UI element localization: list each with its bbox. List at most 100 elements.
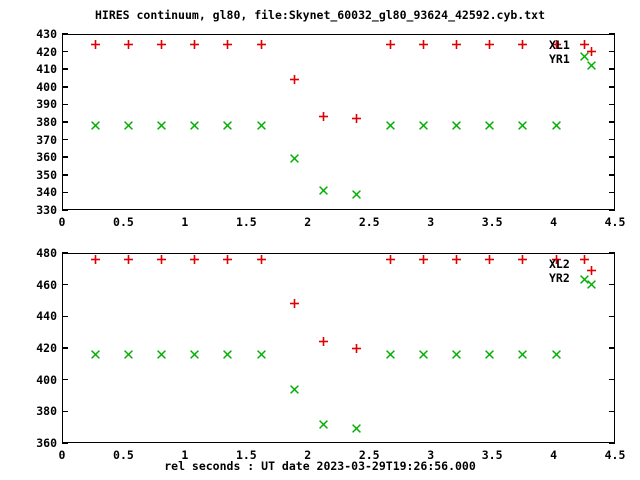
y-axis-tick [609,121,615,123]
data-point-xl2 [157,254,167,264]
y-axis-tick-label: 420 [36,341,57,355]
data-point-xl1 [256,40,266,50]
y-axis-tick [609,156,615,158]
data-point-yr1 [385,121,395,130]
data-point-xl2 [385,254,395,264]
x-axis-tick-label: 1.5 [235,448,257,462]
plot-frame-top [62,34,615,210]
data-point-xl1 [485,40,495,50]
legend-entry-yr1: YR1 [549,52,609,70]
data-point-yr1 [579,52,589,62]
data-point-yr1 [452,121,461,130]
plot-area-top: 330 340 350 360 370 380 390 400 410 420 430 0 0.5 1 1.… [36,27,625,229]
data-point-yr2 [256,349,266,359]
legend-marker-plus-icon [587,264,596,278]
y-axis-tick [609,442,615,444]
data-point-yr1 [223,121,233,130]
y-axis-tick [62,283,68,286]
plot-frame-bottom [62,253,615,443]
x-axis-tick-label: 0.5 [113,215,134,229]
data-point-xl1 [190,40,200,50]
data-point-xl1 [551,40,561,50]
legend-marker-plus-icon [587,45,596,59]
y-axis-tick-label: 370 [36,132,57,147]
legend-label: XL2 [549,257,570,271]
data-point-xl2 [551,254,561,264]
legend-entry-xl1: XL1 [549,38,609,56]
data-point-xl1 [451,40,461,50]
y-axis-tick-label: 350 [36,167,57,182]
data-point-yr1 [551,121,561,130]
data-point-yr1 [157,121,166,130]
data-point-xl2 [485,254,495,264]
data-point-yr2 [418,349,428,359]
x-axis-tick-label: 0 [58,448,66,462]
data-point-yr2 [157,349,166,359]
y-axis-tick [62,410,68,413]
y-axis-tick [609,191,615,194]
data-point-yr1 [289,154,299,164]
y-axis-tick [609,315,615,318]
y-axis-tick-label: 460 [36,277,57,292]
x-axis-tick-label: 2.5 [358,448,380,462]
y-axis-tick-label: 340 [36,185,57,200]
data-point-yr1 [418,121,428,130]
y-axis-tick [609,174,615,176]
y-axis-tick [609,209,615,211]
data-point-yr2 [190,349,200,359]
data-point-xl2 [418,254,428,264]
data-point-yr2 [485,349,495,359]
y-axis-tick-label: 430 [36,27,57,41]
data-point-xl2 [518,254,528,264]
y-axis-tick-label: 380 [36,115,57,129]
legend-bottom: XL2 YR2 [549,257,609,289]
data-point-yr2 [518,349,528,359]
y-axis-tick [609,86,615,88]
y-axis-tick [62,50,68,53]
legend-label: YR2 [549,271,570,285]
y-axis-tick [609,410,615,413]
data-point-xl2 [223,254,233,264]
x-axis-tick-label: 3 [427,448,435,462]
data-point-xl1 [518,40,528,50]
y-axis-tick [609,378,615,381]
y-axis-tick-label: 390 [36,97,57,112]
x-axis-tick-label: 3.5 [481,448,503,462]
legend-entry-yr2: YR2 [549,271,609,289]
data-point-xl1 [90,40,100,50]
data-point-xl2 [451,254,461,264]
y-axis-tick-label: 400 [36,79,57,94]
x-axis-tick-label: 2.5 [358,215,380,229]
y-axis-tick [62,33,68,35]
data-point-yr2 [551,349,561,359]
y-axis-tick-label: 410 [36,62,57,77]
y-axis-tick [62,252,68,254]
data-point-xl1 [418,40,428,50]
y-axis-tick-label: 330 [36,203,57,217]
data-point-xl1 [223,40,233,50]
x-axis-tick-label: 3.5 [481,215,503,229]
data-point-yr1 [352,189,362,199]
data-point-yr1 [518,121,528,130]
y-axis-tick [62,86,68,88]
y-axis-tick [609,283,615,286]
data-point-xl2 [319,337,329,347]
x-axis-tick [62,148,64,154]
x-axis-tick-label: 4 [550,448,558,462]
y-axis-tick [62,209,68,211]
x-axis-tick [62,367,64,373]
data-point-yr1 [190,121,200,130]
y-axis-tick [62,191,68,194]
y-axis-tick [62,174,68,176]
y-axis-tick [62,68,68,70]
data-point-xl2 [123,254,133,264]
legend-top: XL1 YR1 [549,38,609,70]
y-axis-tick-label: 440 [36,309,57,324]
plot-panel-bottom: 360 380 400 420 440 460 480 0 0.5 1 1.5 2 2.5 3 3.5 4 4.… [36,246,625,462]
legend-entry-xl2: XL2 [549,257,609,275]
data-point-yr1 [90,121,100,130]
legend-marker-cross-icon [587,59,596,73]
y-axis-tick [62,378,68,381]
y-axis-tick-label: 380 [36,404,57,419]
